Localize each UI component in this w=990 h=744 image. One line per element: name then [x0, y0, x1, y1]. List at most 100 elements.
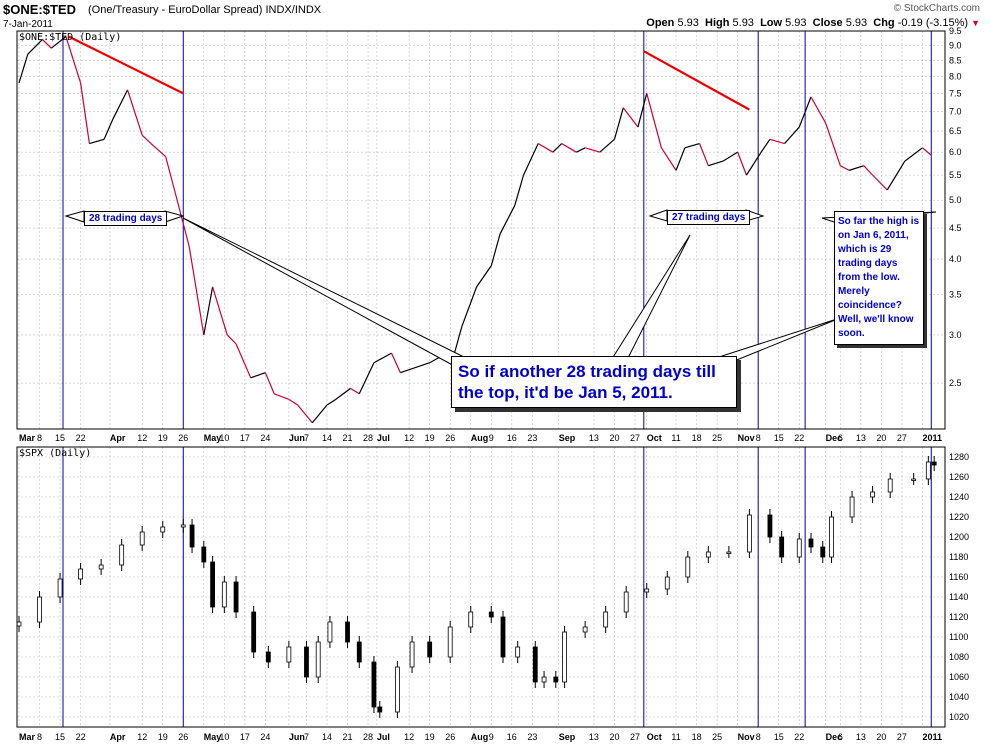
- candle-body: [394, 666, 400, 713]
- pointer-big-to-box1: [182, 217, 471, 369]
- series-segment: [50, 36, 67, 49]
- bottom-x-tick-label: 19: [425, 732, 435, 742]
- candle-body: [315, 641, 321, 678]
- series-segment: [288, 398, 298, 406]
- series-segment: [798, 96, 812, 128]
- top-x-tick-label: 20: [876, 433, 886, 443]
- stockcharts-watermark: © StockCharts.com: [893, 3, 980, 14]
- top-y-tick-label: 4.5: [949, 223, 962, 233]
- candle-body: [345, 621, 350, 643]
- series-segment: [599, 138, 615, 153]
- series-segment: [461, 286, 478, 327]
- candle-body: [767, 514, 773, 538]
- top-y-tick-label: 7.5: [949, 88, 962, 98]
- top-x-tick-label: 15: [55, 433, 65, 443]
- bottom-y-tick-label: 1060: [949, 672, 969, 682]
- top-x-tick-label: 24: [260, 433, 270, 443]
- candle-body: [829, 516, 834, 558]
- top-x-tick-label: 21: [343, 433, 353, 443]
- series-segment: [904, 147, 923, 162]
- candle-body: [532, 646, 538, 683]
- vertical-marker-lines: [62, 31, 932, 727]
- bottom-y-tick-label: 1240: [949, 492, 969, 502]
- top-x-tick-label: May: [204, 433, 222, 443]
- top-y-tick-label: 9.0: [949, 40, 962, 50]
- top-x-tick-label: Jun: [289, 433, 305, 443]
- top-y-tick-label: 8.0: [949, 71, 962, 81]
- bottom-y-tick-label: 1160: [949, 572, 968, 582]
- candle-body: [562, 631, 567, 683]
- bottom-x-tick-label: 11: [671, 732, 680, 742]
- candle-body: [37, 596, 42, 623]
- candle-body: [98, 564, 104, 570]
- series-segment: [613, 107, 624, 140]
- bottom-y-tick-label: 1140: [949, 592, 968, 602]
- series-segment: [65, 36, 82, 84]
- top-x-tick-label: 11: [671, 433, 680, 443]
- top-x-tick-label: Apr: [110, 433, 126, 443]
- bottom-x-tick-label: 15: [55, 732, 65, 742]
- series-segment: [552, 143, 563, 153]
- candle-body: [870, 491, 875, 498]
- candle-body: [779, 536, 785, 558]
- candle-body: [664, 576, 670, 590]
- bottom-x-tick-label: 13: [856, 732, 866, 742]
- bottom-panel-grid: [17, 447, 945, 727]
- series-segment: [126, 89, 143, 136]
- bottom-x-tick-label: 10: [219, 732, 229, 742]
- bottom-y-tick-label: 1080: [949, 652, 969, 662]
- series-segment: [825, 122, 841, 166]
- candle-body: [221, 581, 227, 608]
- series-segment: [297, 404, 313, 424]
- bottom-x-tick-label: 26: [445, 732, 455, 742]
- top-y-tick-label: 6.5: [949, 126, 962, 136]
- series-segment: [576, 147, 586, 153]
- bottom-x-tick-label: Oct: [647, 732, 662, 742]
- series-segment: [141, 134, 152, 144]
- top-x-tick-label: 16: [507, 433, 517, 443]
- candle-body: [644, 588, 650, 593]
- series-segment: [922, 147, 932, 156]
- series-segment: [745, 151, 762, 176]
- bottom-x-tick-label: 17: [240, 732, 250, 742]
- top-panel-label: $ONE:$TED (Daily): [19, 32, 122, 43]
- top-y-tick-label: 7.0: [949, 107, 962, 117]
- series-segment: [637, 93, 648, 128]
- top-x-tick-label: 22: [76, 433, 86, 443]
- bottom-x-tick-label: 16: [507, 732, 517, 742]
- top-x-tick-label: Sep: [559, 433, 576, 443]
- series-segment: [584, 147, 600, 153]
- bottom-x-tick-label: 14: [322, 732, 332, 742]
- top-y-tick-label: 9.5: [949, 26, 962, 36]
- candle-body: [57, 578, 63, 598]
- bottom-panel-frame: [16, 446, 946, 728]
- ted-spread-series: [18, 36, 932, 424]
- candle-body: [553, 676, 559, 683]
- candle-body: [189, 524, 195, 548]
- candle-body: [488, 611, 494, 618]
- chg-label: Chg: [873, 17, 895, 29]
- top-y-tick-label: 5.5: [949, 170, 962, 180]
- candle-body: [409, 641, 415, 668]
- series-segment: [311, 404, 328, 424]
- top-x-tick-label: 22: [794, 433, 804, 443]
- candle-body: [820, 546, 826, 558]
- candle-body: [377, 706, 383, 713]
- bottom-x-tick-label: 27: [897, 732, 907, 742]
- top-x-tick-label: 20: [609, 433, 619, 443]
- down-arrow-icon: ▼: [971, 18, 980, 28]
- candle-body: [201, 546, 207, 563]
- series-segment: [390, 352, 401, 373]
- bottom-x-tick-label: Dec: [826, 732, 843, 742]
- series-segment: [358, 362, 375, 395]
- top-x-tick-label: 9: [489, 433, 494, 443]
- series-segment: [326, 398, 337, 406]
- bottom-x-tick-label: 6: [838, 732, 843, 742]
- axis-ticks: 2.5 3.0 3.5 4.0 4.5 5.0 5.5 6.0 6.5 7.0 7.5 8.0 8.5 9…: [19, 26, 969, 742]
- pointer-big-to-box2: [609, 234, 691, 363]
- series-segment: [112, 89, 129, 120]
- candle-body: [582, 626, 588, 633]
- series-segment: [264, 372, 275, 395]
- series-segment: [476, 265, 492, 288]
